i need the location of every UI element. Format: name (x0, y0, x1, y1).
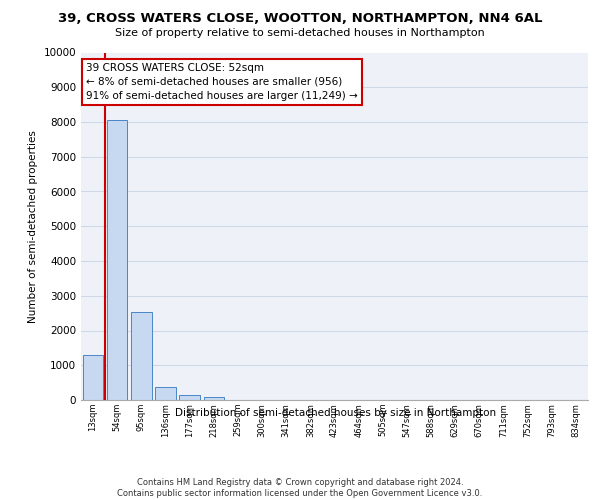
Bar (203, 397, 224, 400)
Bar (155, 387, 176, 400)
Y-axis label: Number of semi-detached properties: Number of semi-detached properties (28, 130, 38, 322)
Text: Size of property relative to semi-detached houses in Northampton: Size of property relative to semi-detach… (115, 28, 485, 38)
Bar (83, 355, 103, 400)
Bar (107, 120, 127, 400)
Text: 39 CROSS WATERS CLOSE: 52sqm
← 8% of semi-detached houses are smaller (956)
91% : 39 CROSS WATERS CLOSE: 52sqm ← 8% of sem… (86, 63, 358, 101)
Text: 39, CROSS WATERS CLOSE, WOOTTON, NORTHAMPTON, NN4 6AL: 39, CROSS WATERS CLOSE, WOOTTON, NORTHAM… (58, 12, 542, 26)
Bar (131, 312, 152, 400)
Text: Contains HM Land Registry data © Crown copyright and database right 2024.
Contai: Contains HM Land Registry data © Crown c… (118, 478, 482, 498)
Text: Distribution of semi-detached houses by size in Northampton: Distribution of semi-detached houses by … (175, 408, 497, 418)
Bar (179, 395, 200, 400)
